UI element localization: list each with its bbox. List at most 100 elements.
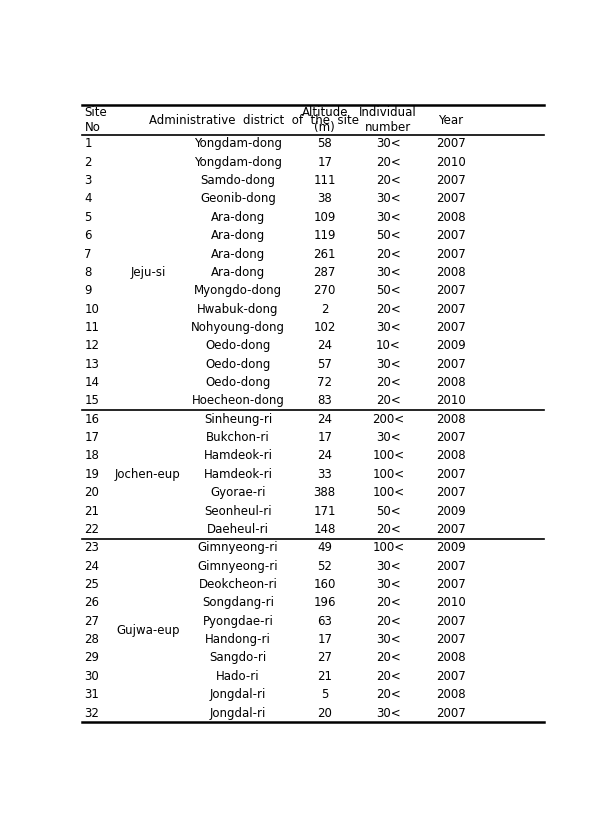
Text: 2007: 2007 bbox=[436, 633, 466, 646]
Text: Individual
number: Individual number bbox=[359, 106, 417, 134]
Text: 2008: 2008 bbox=[436, 412, 466, 425]
Text: 50<: 50< bbox=[376, 284, 401, 297]
Text: 7: 7 bbox=[84, 248, 92, 261]
Text: 2010: 2010 bbox=[436, 597, 466, 610]
Text: 1: 1 bbox=[84, 138, 92, 151]
Text: 20<: 20< bbox=[376, 688, 401, 701]
Text: 100<: 100< bbox=[372, 450, 404, 462]
Text: 6: 6 bbox=[84, 229, 92, 242]
Text: Handong-ri: Handong-ri bbox=[205, 633, 271, 646]
Text: 20: 20 bbox=[84, 487, 100, 500]
Text: 2007: 2007 bbox=[436, 468, 466, 481]
Text: 30<: 30< bbox=[376, 560, 401, 573]
Text: Seonheul-ri: Seonheul-ri bbox=[204, 504, 272, 518]
Text: 20<: 20< bbox=[376, 523, 401, 536]
Text: 15: 15 bbox=[84, 394, 100, 408]
Text: 23: 23 bbox=[84, 541, 100, 554]
Text: 2007: 2007 bbox=[436, 321, 466, 334]
Text: 17: 17 bbox=[317, 633, 332, 646]
Text: 17: 17 bbox=[317, 431, 332, 444]
Text: 270: 270 bbox=[313, 284, 336, 297]
Text: 2008: 2008 bbox=[436, 376, 466, 389]
Text: Hado-ri: Hado-ri bbox=[216, 670, 260, 683]
Text: 2008: 2008 bbox=[436, 688, 466, 701]
Text: 9: 9 bbox=[84, 284, 92, 297]
Text: Oedo-dong: Oedo-dong bbox=[205, 358, 271, 371]
Text: 111: 111 bbox=[313, 174, 336, 187]
Text: Yongdam-dong: Yongdam-dong bbox=[194, 138, 282, 151]
Text: 17: 17 bbox=[317, 156, 332, 169]
Text: 100<: 100< bbox=[372, 541, 404, 554]
Text: Hamdeok-ri: Hamdeok-ri bbox=[203, 468, 273, 481]
Text: 27: 27 bbox=[317, 651, 332, 664]
Text: 20<: 20< bbox=[376, 670, 401, 683]
Text: 19: 19 bbox=[84, 468, 100, 481]
Text: Ara-dong: Ara-dong bbox=[211, 211, 265, 224]
Text: 100<: 100< bbox=[372, 468, 404, 481]
Text: 24: 24 bbox=[317, 450, 332, 462]
Text: 33: 33 bbox=[317, 468, 332, 481]
Text: 4: 4 bbox=[84, 192, 92, 205]
Text: Altitude
(m): Altitude (m) bbox=[301, 106, 348, 134]
Text: 26: 26 bbox=[84, 597, 100, 610]
Text: 30<: 30< bbox=[376, 266, 401, 279]
Text: 30<: 30< bbox=[376, 431, 401, 444]
Text: Pyongdae-ri: Pyongdae-ri bbox=[203, 615, 274, 628]
Text: 287: 287 bbox=[313, 266, 336, 279]
Text: 2009: 2009 bbox=[436, 504, 466, 518]
Text: 52: 52 bbox=[317, 560, 332, 573]
Text: 13: 13 bbox=[84, 358, 100, 371]
Text: 30<: 30< bbox=[376, 192, 401, 205]
Text: 196: 196 bbox=[313, 597, 336, 610]
Text: 20<: 20< bbox=[376, 248, 401, 261]
Text: 20<: 20< bbox=[376, 394, 401, 408]
Text: Myongdo-dong: Myongdo-dong bbox=[194, 284, 282, 297]
Text: 2008: 2008 bbox=[436, 266, 466, 279]
Text: Daeheul-ri: Daeheul-ri bbox=[207, 523, 269, 536]
Text: 5: 5 bbox=[84, 211, 92, 224]
Text: 2: 2 bbox=[321, 302, 329, 315]
Text: 50<: 50< bbox=[376, 504, 401, 518]
Text: Samdo-dong: Samdo-dong bbox=[200, 174, 276, 187]
Text: 102: 102 bbox=[313, 321, 336, 334]
Text: Hamdeok-ri: Hamdeok-ri bbox=[203, 450, 273, 462]
Text: 100<: 100< bbox=[372, 487, 404, 500]
Text: 119: 119 bbox=[313, 229, 336, 242]
Text: Nohyoung-dong: Nohyoung-dong bbox=[191, 321, 285, 334]
Text: 20: 20 bbox=[317, 707, 332, 720]
Text: Deokcheon-ri: Deokcheon-ri bbox=[199, 578, 277, 591]
Text: 20<: 20< bbox=[376, 302, 401, 315]
Text: 2007: 2007 bbox=[436, 174, 466, 187]
Text: 30<: 30< bbox=[376, 358, 401, 371]
Text: 11: 11 bbox=[84, 321, 100, 334]
Text: 30<: 30< bbox=[376, 211, 401, 224]
Text: 72: 72 bbox=[317, 376, 332, 389]
Text: Oedo-dong: Oedo-dong bbox=[205, 376, 271, 389]
Text: 16: 16 bbox=[84, 412, 100, 425]
Text: 2010: 2010 bbox=[436, 394, 466, 408]
Text: 10<: 10< bbox=[376, 339, 401, 352]
Text: 5: 5 bbox=[321, 688, 328, 701]
Text: 2008: 2008 bbox=[436, 211, 466, 224]
Text: Sinheung-ri: Sinheung-ri bbox=[204, 412, 272, 425]
Text: 20<: 20< bbox=[376, 615, 401, 628]
Text: 83: 83 bbox=[317, 394, 332, 408]
Text: 200<: 200< bbox=[372, 412, 404, 425]
Text: Gyorae-ri: Gyorae-ri bbox=[210, 487, 266, 500]
Text: 148: 148 bbox=[313, 523, 336, 536]
Text: 24: 24 bbox=[317, 339, 332, 352]
Text: 50<: 50< bbox=[376, 229, 401, 242]
Text: 2007: 2007 bbox=[436, 560, 466, 573]
Text: 109: 109 bbox=[313, 211, 336, 224]
Text: 14: 14 bbox=[84, 376, 100, 389]
Text: 20<: 20< bbox=[376, 376, 401, 389]
Text: Hwabuk-dong: Hwabuk-dong bbox=[197, 302, 279, 315]
Text: 58: 58 bbox=[317, 138, 332, 151]
Text: 20<: 20< bbox=[376, 174, 401, 187]
Text: 30<: 30< bbox=[376, 138, 401, 151]
Text: 22: 22 bbox=[84, 523, 100, 536]
Text: 261: 261 bbox=[313, 248, 336, 261]
Text: Jochen-eup: Jochen-eup bbox=[115, 468, 181, 481]
Text: 2007: 2007 bbox=[436, 707, 466, 720]
Text: 2007: 2007 bbox=[436, 248, 466, 261]
